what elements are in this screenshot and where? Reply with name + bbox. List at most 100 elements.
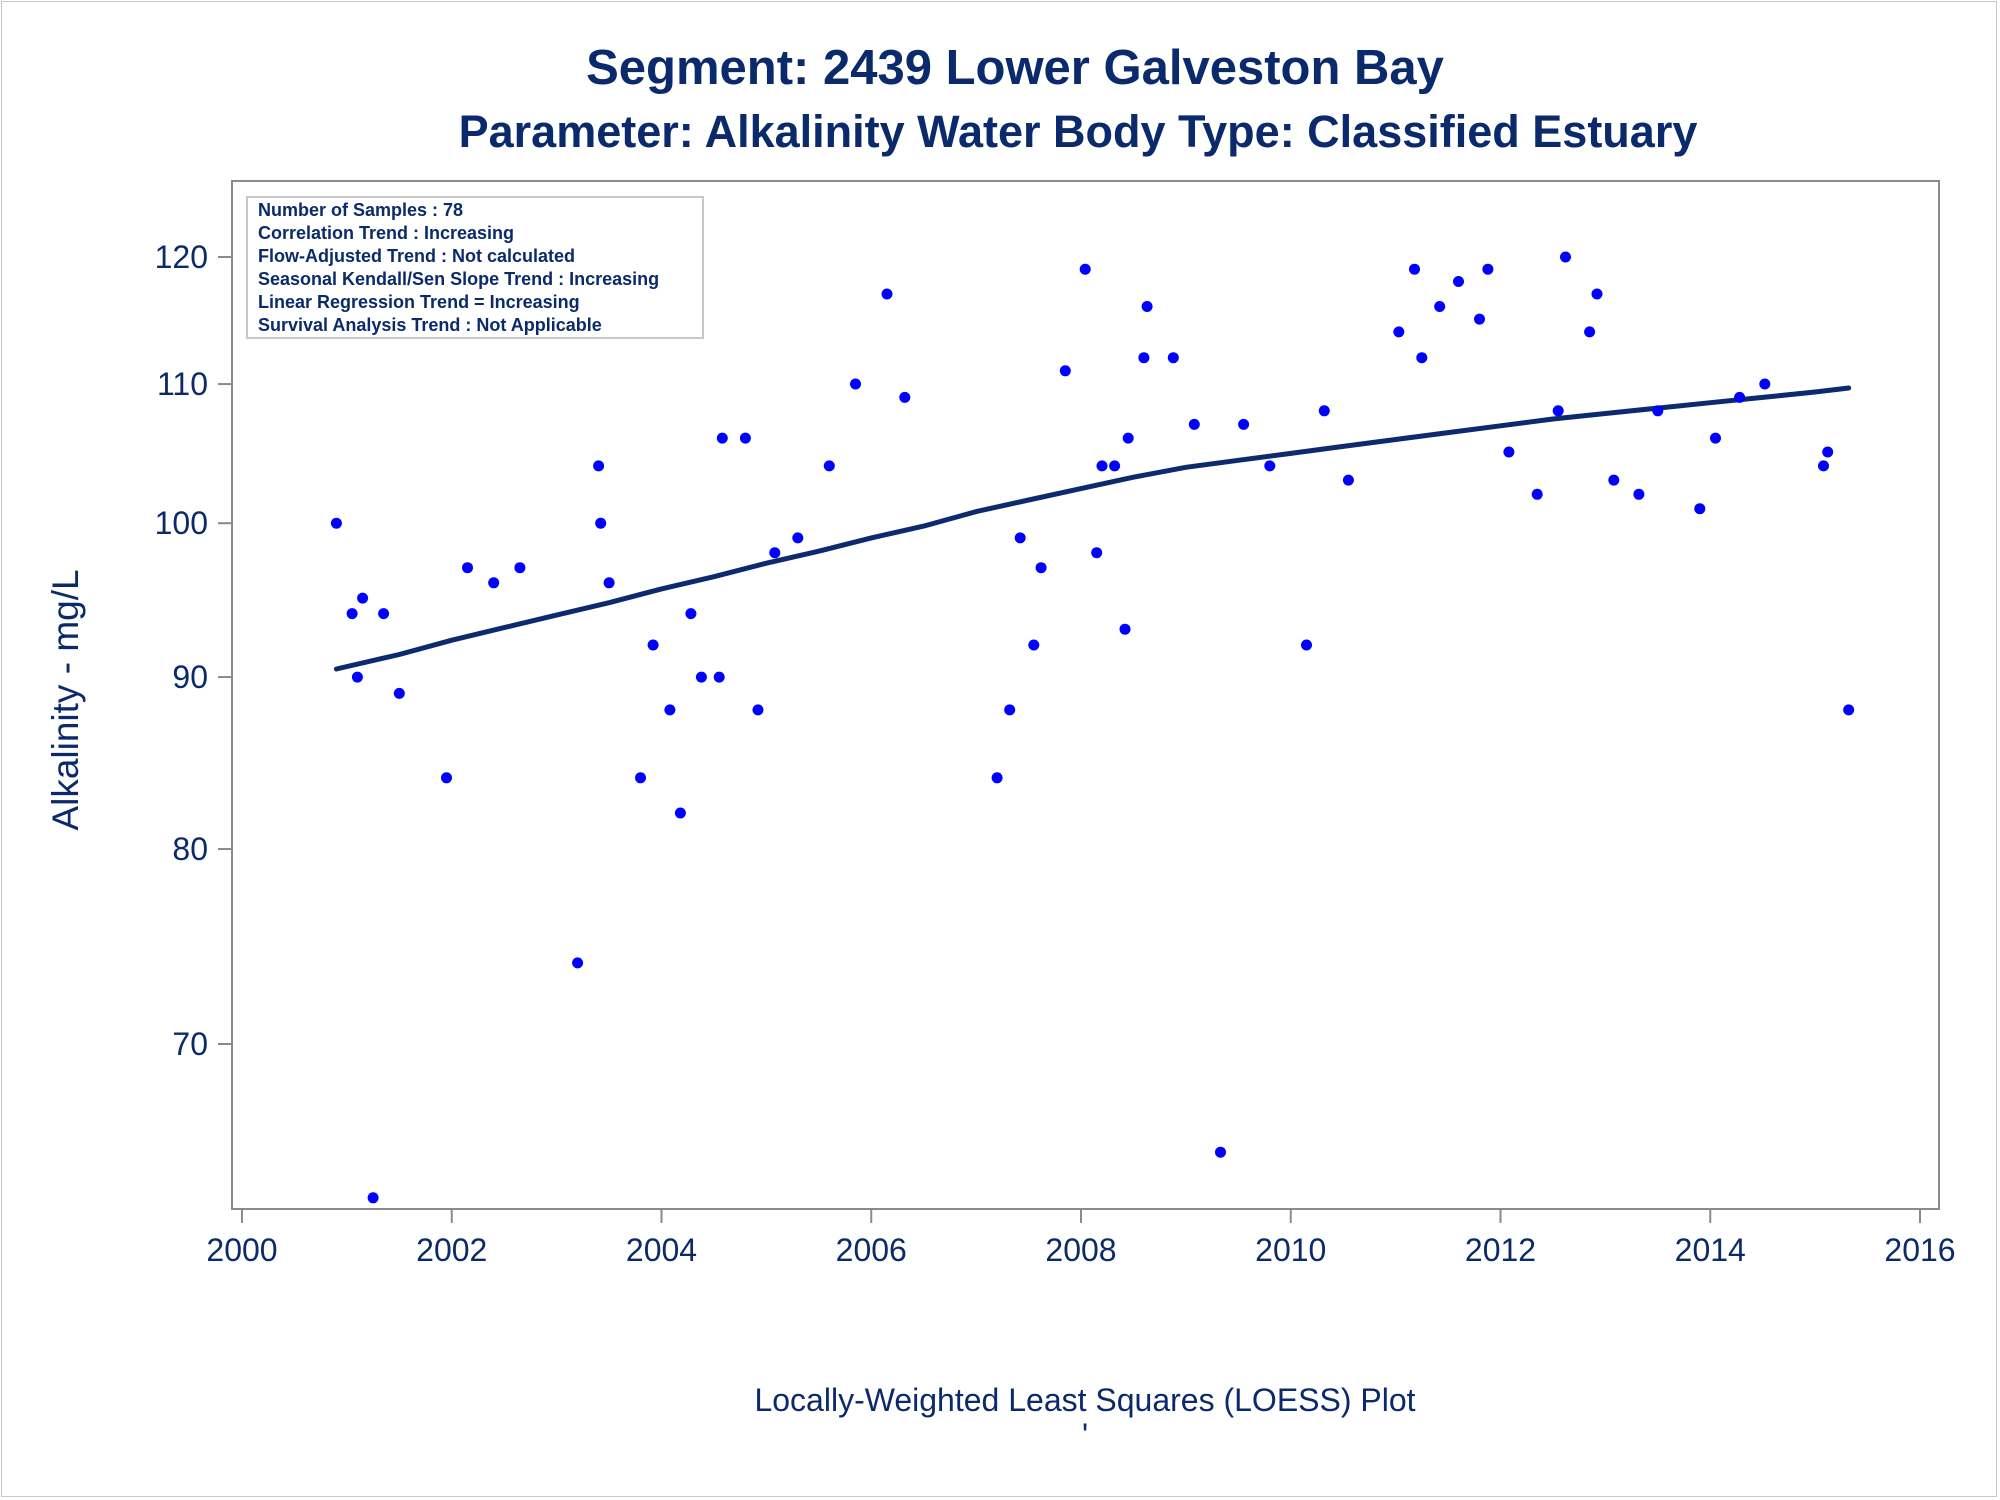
x-tick-label: 2008 xyxy=(1045,1232,1116,1268)
data-point xyxy=(991,772,1003,784)
data-point xyxy=(1141,301,1153,312)
data-point xyxy=(1416,352,1428,364)
x-tick-label: 2002 xyxy=(416,1232,487,1268)
data-point xyxy=(1167,352,1179,364)
data-point xyxy=(1122,432,1134,444)
data-point xyxy=(346,608,358,620)
y-tick-label: 110 xyxy=(157,366,208,402)
data-points xyxy=(330,203,1855,1204)
data-point xyxy=(899,391,911,403)
data-point xyxy=(1843,704,1855,716)
stats-seasonal-kendall-trend: Seasonal Kendall/Sen Slope Trend : Incre… xyxy=(258,269,659,289)
data-point xyxy=(1342,474,1354,486)
data-point xyxy=(1091,547,1103,559)
data-point xyxy=(1822,446,1834,458)
x-tick-label: 2012 xyxy=(1465,1232,1536,1268)
data-point xyxy=(674,807,686,819)
data-point xyxy=(1734,391,1746,403)
x-tick-label: 2004 xyxy=(626,1232,697,1268)
data-point xyxy=(488,577,500,589)
data-point xyxy=(1059,365,1071,377)
data-point xyxy=(1552,405,1564,417)
x-tick-label: 2014 xyxy=(1675,1232,1746,1268)
x-tick-label: 2016 xyxy=(1884,1232,1955,1268)
data-point xyxy=(695,671,707,683)
data-point xyxy=(716,432,728,444)
data-point xyxy=(1079,263,1091,275)
data-point xyxy=(1096,460,1108,472)
data-point xyxy=(1710,432,1721,444)
data-point xyxy=(752,704,764,716)
data-point xyxy=(792,532,804,544)
data-point xyxy=(1409,263,1420,275)
stats-samples: Number of Samples : 78 xyxy=(258,200,463,220)
data-point xyxy=(635,772,646,784)
data-point xyxy=(1035,562,1047,574)
data-point xyxy=(1608,474,1620,486)
data-point xyxy=(685,608,697,620)
data-point xyxy=(1264,460,1276,472)
stats-box-border xyxy=(246,196,704,339)
data-point xyxy=(595,517,607,529)
x-tick-label: 2010 xyxy=(1255,1232,1326,1268)
stats-correlation-trend: Correlation Trend : Increasing xyxy=(258,223,514,243)
data-point xyxy=(378,608,390,620)
y-tick-label: 100 xyxy=(155,505,208,541)
data-point xyxy=(330,517,342,529)
data-point xyxy=(1318,405,1330,417)
data-point xyxy=(367,1192,379,1204)
data-point xyxy=(850,378,861,390)
data-point xyxy=(1188,418,1200,430)
data-point xyxy=(1004,704,1016,716)
chart-title: Segment: 2439 Lower Galveston Bay xyxy=(586,41,1444,95)
data-point xyxy=(441,772,452,784)
footnote: Locally-Weighted Least Squares (LOESS) P… xyxy=(754,1382,1415,1418)
data-point xyxy=(1503,446,1515,458)
data-point xyxy=(1560,251,1571,263)
data-point xyxy=(1215,1146,1226,1158)
data-point xyxy=(393,687,405,699)
data-point xyxy=(1531,488,1543,500)
data-point xyxy=(1633,488,1645,500)
data-point xyxy=(1238,418,1250,430)
data-point xyxy=(603,577,615,589)
data-point xyxy=(1014,532,1026,544)
data-point xyxy=(1482,263,1494,275)
stats-box: Number of Samples : 78 Correlation Trend… xyxy=(246,196,704,339)
data-point xyxy=(1759,378,1771,390)
data-point xyxy=(823,460,835,472)
y-tick-label: 70 xyxy=(172,1026,208,1062)
loess-line xyxy=(333,385,1852,672)
stats-flow-adjusted-trend: Flow-Adjusted Trend : Not calculated xyxy=(258,246,575,266)
y-axis: 70 80 90 100 110 120 xyxy=(155,239,232,1062)
data-point xyxy=(1301,639,1312,651)
data-point xyxy=(664,704,676,716)
data-point xyxy=(1434,301,1446,312)
y-tick-label: 120 xyxy=(155,239,208,275)
data-point xyxy=(1591,288,1603,300)
data-point xyxy=(357,592,369,604)
stats-linear-regression-trend: Linear Regression Trend = Increasing xyxy=(258,292,580,312)
data-point xyxy=(1028,639,1040,651)
chart-subtitle: Parameter: Alkalinity Water Body Type: C… xyxy=(459,106,1698,157)
data-point xyxy=(462,562,473,574)
data-point xyxy=(1453,276,1464,287)
data-point xyxy=(1119,623,1131,635)
data-point xyxy=(769,547,781,559)
data-point xyxy=(713,671,725,683)
stats-survival-analysis-trend: Survival Analysis Trend : Not Applicable xyxy=(258,315,602,335)
data-point xyxy=(1138,352,1150,364)
data-point xyxy=(1652,405,1664,417)
data-point xyxy=(351,671,363,683)
data-point xyxy=(514,562,526,574)
plot-area xyxy=(231,180,1940,1210)
data-point xyxy=(647,639,659,651)
data-point xyxy=(593,460,605,472)
footnote-mark: ' xyxy=(1082,1417,1088,1453)
data-point xyxy=(1474,313,1485,325)
data-point xyxy=(1818,460,1829,472)
y-axis-label: Alkalinity - mg/L xyxy=(45,569,86,830)
y-tick-label: 90 xyxy=(172,659,208,695)
data-point xyxy=(572,957,584,969)
